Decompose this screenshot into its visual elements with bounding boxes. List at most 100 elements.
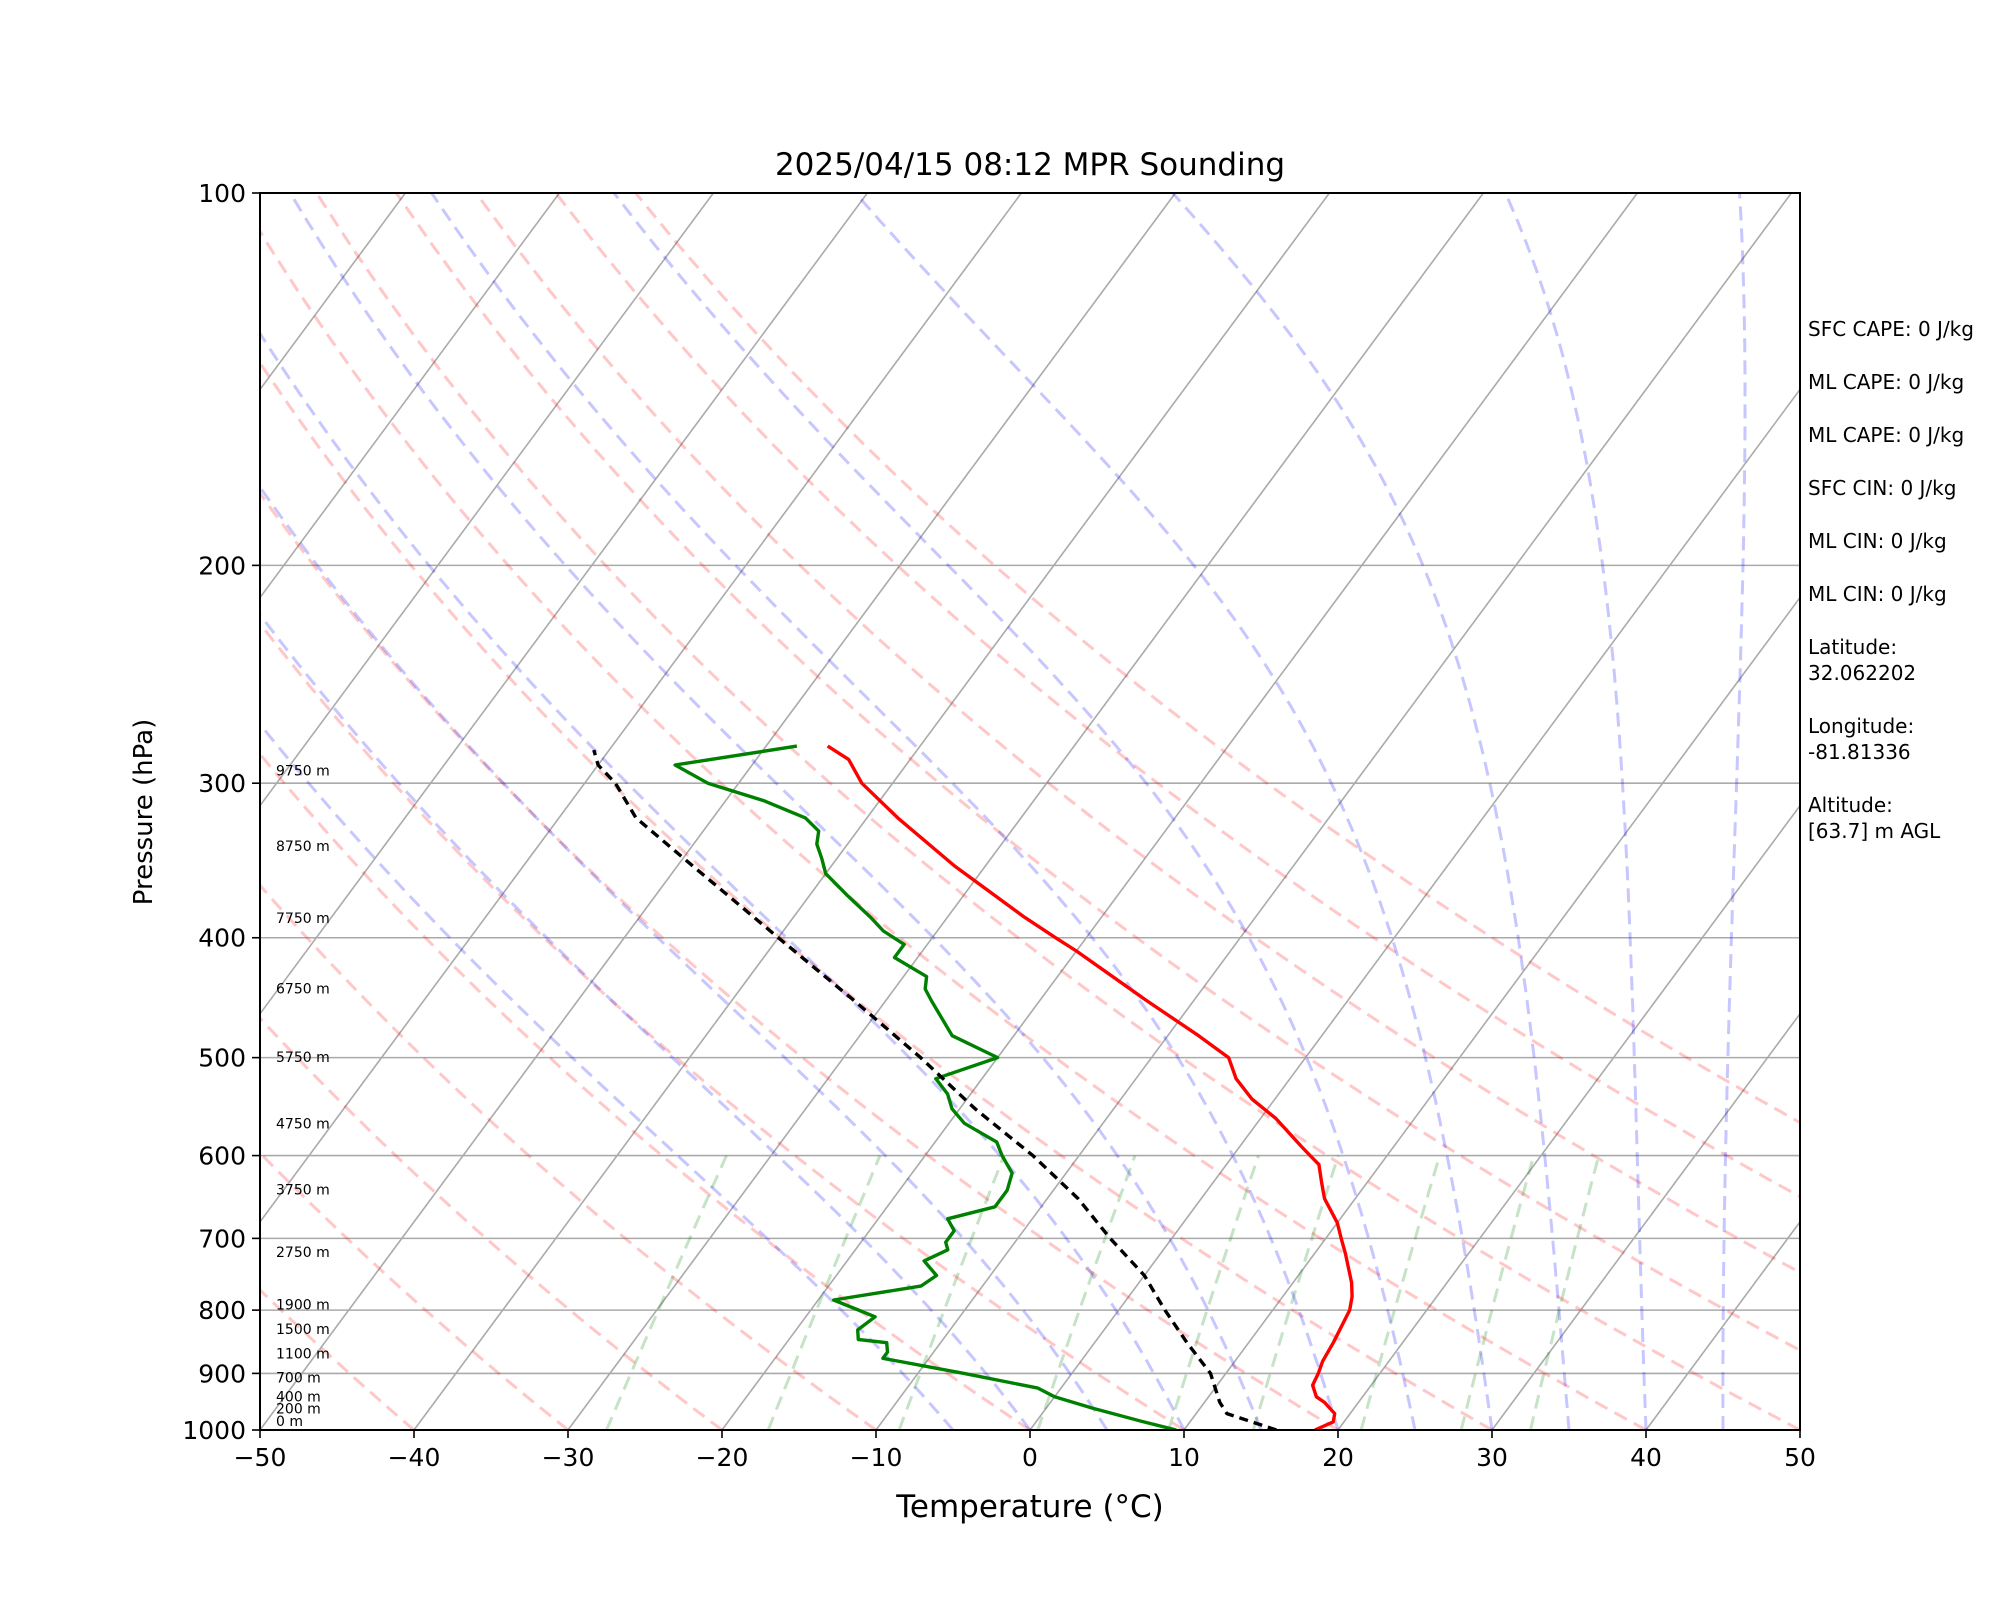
y-tick-label: 700 — [198, 1224, 246, 1253]
isotherm-line — [260, 193, 715, 808]
height-label: 2750 m — [276, 1245, 330, 1261]
height-label: 5750 m — [276, 1050, 330, 1066]
chart-title: 2025/04/15 08:12 MPR Sounding — [775, 147, 1285, 183]
series-line-1 — [673, 744, 1177, 1430]
ml-cin-2: ML CIN: 0 J/kg — [1808, 582, 1947, 606]
dry-adiabat — [260, 751, 1031, 1430]
height-label: 4750 m — [276, 1117, 330, 1133]
dry-adiabat — [634, 193, 1800, 1125]
y-tick-label: 500 — [198, 1044, 246, 1073]
height-label: 1100 m — [276, 1347, 330, 1363]
moist-adiabat — [854, 193, 1494, 1430]
isotherm-line — [1645, 1220, 1800, 1430]
x-tick-label: −10 — [850, 1443, 903, 1472]
dry-adiabat — [260, 1016, 723, 1430]
height-label: 0 m — [276, 1414, 303, 1430]
y-axis-ticks: 100 200 300 400 500 600 700 800 900 1000 — [182, 179, 260, 1445]
height-label: 9750 m — [276, 764, 330, 780]
mixing-ratio-line — [897, 1155, 1006, 1430]
sfc-cin: SFC CIN: 0 J/kg — [1808, 476, 1957, 500]
isotherm-line — [260, 193, 1177, 1430]
x-tick-label: 40 — [1630, 1443, 1662, 1472]
y-tick-label: 400 — [198, 924, 246, 953]
moist-adiabat — [288, 193, 1263, 1430]
isotherm-line — [1029, 388, 1800, 1430]
isotherm-line — [260, 193, 561, 599]
dry-adiabat — [260, 228, 1647, 1430]
x-tick-label: 0 — [1022, 1443, 1038, 1472]
y-tick-label: 900 — [198, 1359, 246, 1388]
height-label: 3750 m — [276, 1183, 330, 1199]
height-label: 400 m — [276, 1389, 321, 1405]
altitude-label: Altitude: — [1808, 793, 1893, 817]
x-tick-label: 30 — [1476, 1443, 1508, 1472]
height-label: 1900 m — [276, 1297, 330, 1313]
mixing-ratio-line — [1459, 1155, 1536, 1430]
moist-adiabat — [260, 330, 1186, 1430]
latitude: Latitude: 32.062202 — [1808, 634, 1998, 686]
isotherm-line — [567, 193, 1485, 1430]
latitude-value: 32.062202 — [1808, 661, 1917, 685]
height-label: 7750 m — [276, 911, 330, 927]
moist-adiabat — [1171, 193, 1571, 1430]
isotherm-line — [413, 193, 1331, 1430]
height-label: 200 m — [276, 1401, 321, 1417]
mixing-ratio-line — [1359, 1155, 1442, 1430]
dry-adiabat — [554, 193, 1800, 1199]
dry-adiabat — [260, 1150, 569, 1430]
x-axis-ticks: −50 −40 −30 −20 −10 0 10 20 30 40 50 — [234, 1430, 1816, 1472]
moist-adiabat — [1504, 193, 1648, 1430]
dry-adiabat — [260, 621, 1185, 1430]
dry-adiabat — [260, 883, 877, 1430]
x-tick-label: −30 — [542, 1443, 595, 1472]
x-axis-label: Temperature (°C) — [895, 1489, 1164, 1525]
moist-adiabat — [430, 193, 1340, 1430]
x-tick-label: −50 — [234, 1443, 287, 1472]
longitude: Longitude: -81.81336 — [1808, 713, 1998, 765]
isotherm-line — [260, 193, 1023, 1224]
altitude: Altitude: [63.7] m AGL — [1808, 792, 1998, 844]
x-tick-label: −40 — [388, 1443, 441, 1472]
grid-layer — [0, 193, 1800, 1430]
isotherm-line — [1491, 1012, 1800, 1430]
y-tick-label: 200 — [198, 551, 246, 580]
moist-adiabat — [260, 484, 1109, 1430]
isotherm-line — [0, 193, 97, 1430]
sfc-cape: SFC CAPE: 0 J/kg — [1808, 317, 1974, 341]
moist-adiabat — [1721, 193, 1747, 1430]
ml-cin: ML CIN: 0 J/kg — [1808, 529, 1947, 553]
x-tick-label: −20 — [696, 1443, 749, 1472]
dry-adiabat — [315, 193, 1800, 1430]
dry-adiabats — [260, 193, 1800, 1430]
isotherm-line — [721, 193, 1639, 1430]
y-tick-label: 1000 — [182, 1416, 246, 1445]
stats-panel: SFC CAPE: 0 J/kg ML CAPE: 0 J/kg ML CAPE… — [1808, 316, 1998, 871]
latitude-label: Latitude: — [1808, 635, 1898, 659]
y-axis-label: Pressure (hPa) — [129, 719, 159, 906]
mixing-ratio-line — [1167, 1155, 1260, 1430]
height-label: 1500 m — [276, 1322, 330, 1338]
ml-cape-2: ML CAPE: 0 J/kg — [1808, 423, 1965, 447]
series-line-0 — [826, 744, 1354, 1430]
y-tick-label: 100 — [198, 179, 246, 208]
isotherm-line — [260, 193, 869, 1016]
mixing-ratio-line — [1251, 1155, 1340, 1430]
longitude-label: Longitude: — [1808, 714, 1915, 738]
height-label: 700 m — [276, 1370, 321, 1386]
height-label: 6750 m — [276, 981, 330, 997]
mixing-ratio-lines — [605, 1154, 1601, 1430]
ml-cape: ML CAPE: 0 J/kg — [1808, 370, 1965, 394]
dry-adiabat — [260, 490, 1339, 1430]
moist-adiabat — [612, 193, 1417, 1430]
dry-adiabat — [395, 193, 1800, 1352]
x-tick-label: 10 — [1168, 1443, 1200, 1472]
sounding-series — [592, 744, 1354, 1430]
series-line-2 — [592, 749, 1277, 1430]
x-tick-label: 20 — [1322, 1443, 1354, 1472]
x-tick-label: 50 — [1784, 1443, 1816, 1472]
longitude-value: -81.81336 — [1808, 740, 1911, 764]
mixing-ratio-line — [1529, 1155, 1601, 1430]
y-tick-label: 800 — [198, 1296, 246, 1325]
